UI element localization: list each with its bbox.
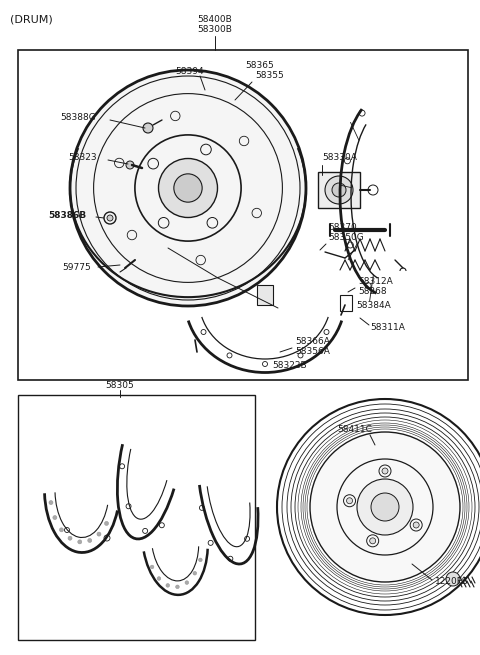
Circle shape (150, 565, 154, 569)
Circle shape (193, 571, 197, 575)
Circle shape (347, 498, 352, 504)
Circle shape (53, 515, 57, 519)
Circle shape (78, 540, 82, 544)
Text: 58366A: 58366A (295, 337, 330, 346)
Circle shape (97, 532, 101, 536)
Bar (340, 295, 352, 311)
Text: (DRUM): (DRUM) (10, 14, 53, 24)
Circle shape (382, 468, 388, 474)
Circle shape (49, 500, 53, 504)
Text: 58400B: 58400B (198, 16, 232, 24)
Text: 58384A: 58384A (356, 301, 391, 310)
Text: 58268: 58268 (358, 288, 386, 297)
Circle shape (371, 493, 399, 521)
Circle shape (126, 161, 134, 169)
Circle shape (68, 536, 72, 540)
Circle shape (370, 538, 376, 544)
Text: 58411C: 58411C (337, 426, 372, 434)
Circle shape (332, 183, 346, 197)
Text: 58311A: 58311A (370, 324, 405, 333)
Circle shape (325, 176, 353, 204)
Bar (257, 285, 273, 305)
Circle shape (157, 576, 161, 580)
Text: 1220FS: 1220FS (435, 578, 468, 586)
Text: 58370: 58370 (328, 223, 357, 233)
Bar (318, 172, 360, 208)
Circle shape (185, 581, 189, 584)
Circle shape (310, 432, 460, 582)
Text: 58350G: 58350G (328, 233, 364, 242)
Circle shape (199, 558, 202, 562)
Text: 59775: 59775 (62, 263, 91, 272)
Text: 58394: 58394 (175, 67, 204, 77)
Circle shape (446, 572, 460, 586)
Text: 58300B: 58300B (198, 26, 232, 35)
Circle shape (176, 585, 179, 589)
Circle shape (107, 215, 113, 221)
Circle shape (70, 70, 306, 306)
Circle shape (88, 538, 92, 542)
Text: 58386B: 58386B (48, 210, 86, 219)
Text: 58388G: 58388G (60, 113, 96, 122)
Bar (18, 50, 468, 380)
Circle shape (357, 479, 413, 535)
Text: 58322B: 58322B (272, 360, 307, 369)
Circle shape (143, 123, 153, 133)
Text: 58355: 58355 (255, 71, 284, 81)
Circle shape (413, 522, 419, 528)
Circle shape (105, 521, 108, 525)
Circle shape (174, 174, 202, 202)
Text: 58305: 58305 (106, 381, 134, 390)
Text: 58312A: 58312A (358, 278, 393, 286)
Text: 58356A: 58356A (295, 348, 330, 356)
Text: 58330A: 58330A (322, 153, 357, 162)
Bar (18, 395, 255, 640)
Circle shape (166, 584, 169, 587)
Text: 58323: 58323 (68, 153, 96, 162)
Circle shape (60, 528, 63, 532)
Text: 58365: 58365 (245, 62, 274, 71)
Circle shape (158, 159, 217, 217)
